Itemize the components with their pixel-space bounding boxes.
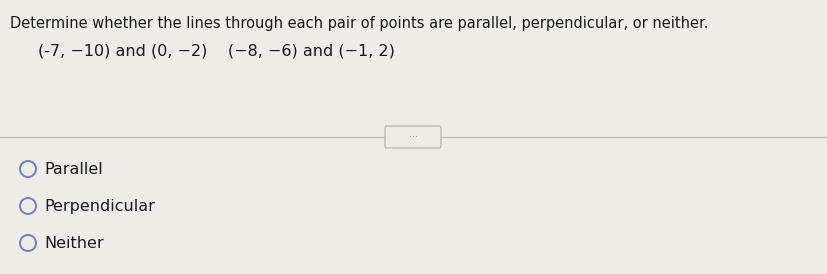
Text: Perpendicular: Perpendicular	[44, 198, 155, 213]
Text: ···: ···	[409, 132, 418, 142]
Circle shape	[20, 161, 36, 177]
Text: Parallel: Parallel	[44, 161, 103, 176]
Text: Neither: Neither	[44, 235, 103, 250]
Text: (-7, −10) and (0, −2)    (−8, −6) and (−1, 2): (-7, −10) and (0, −2) (−8, −6) and (−1, …	[38, 44, 394, 59]
FancyBboxPatch shape	[385, 126, 441, 148]
Text: Determine whether the lines through each pair of points are parallel, perpendicu: Determine whether the lines through each…	[10, 16, 709, 31]
Circle shape	[20, 235, 36, 251]
Circle shape	[20, 198, 36, 214]
